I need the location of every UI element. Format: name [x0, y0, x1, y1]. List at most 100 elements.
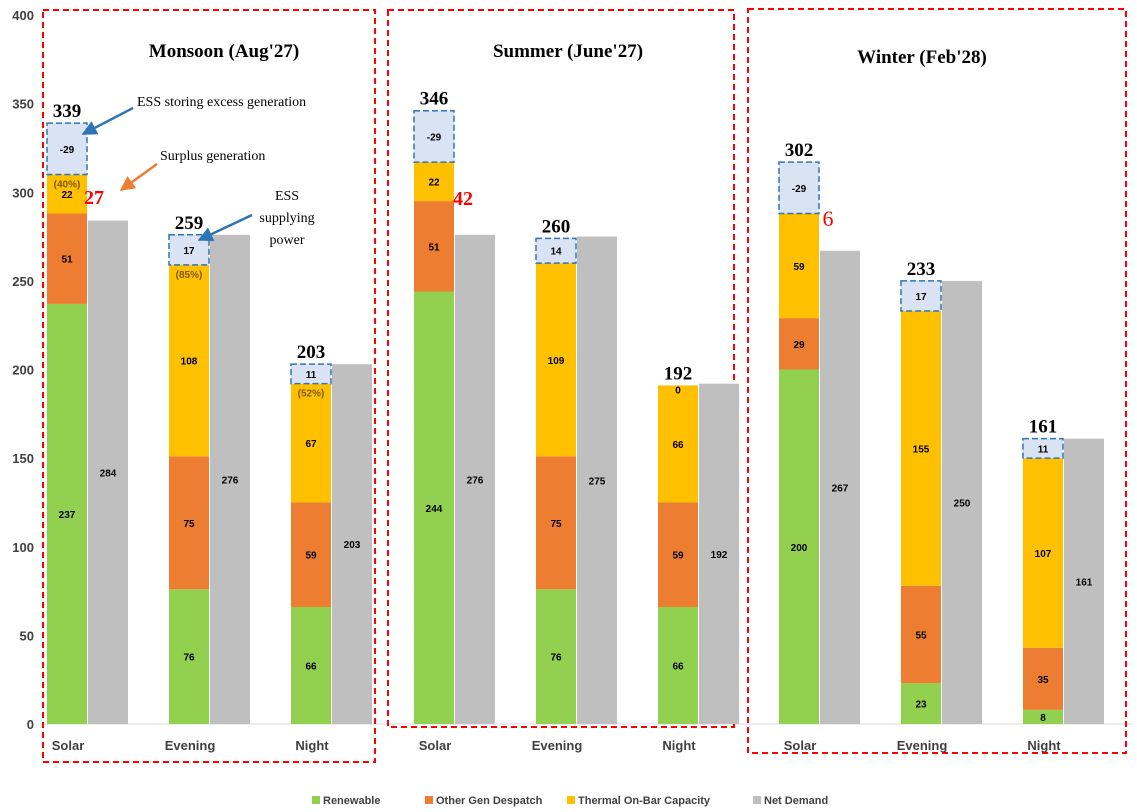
segment-value-label: 55 — [915, 630, 927, 641]
ess-value-label: 14 — [550, 247, 562, 258]
bar-segment-thermal — [47, 174, 87, 214]
bar-segment-other — [901, 585, 941, 684]
bar-segment-other — [291, 502, 331, 608]
y-tick-label: 350 — [12, 97, 34, 112]
demand-value-label: 267 — [832, 483, 849, 494]
annotation-ess-supplying: ESS — [275, 189, 299, 204]
legend-swatch-other — [425, 796, 433, 804]
stack-total-label: 339 — [53, 101, 82, 122]
segment-value-label: 8 — [1040, 713, 1046, 724]
bars — [46, 109, 1104, 725]
bar-net-demand — [210, 234, 250, 725]
legend-label: Renewable — [323, 795, 380, 807]
y-tick-label: 400 — [12, 8, 34, 23]
annotation-arrow-icon — [119, 162, 158, 192]
segment-value-label: 75 — [183, 519, 195, 530]
legend-label: Net Demand — [764, 795, 828, 807]
bar-segment-other — [47, 213, 87, 304]
panel-frame-1 — [42, 9, 376, 763]
bar-segment-renewable — [901, 683, 941, 724]
segment-value-label: 75 — [550, 519, 562, 530]
demand-value-label: 250 — [954, 498, 971, 509]
y-tick-label: 250 — [12, 274, 34, 289]
x-category-label: Night — [1027, 738, 1061, 753]
stack-total-label: 233 — [907, 259, 936, 280]
labels: Monsoon (Aug'27)2375122(40%)-29339284Sol… — [52, 41, 1093, 753]
bar-segment-thermal — [1023, 458, 1063, 648]
panel-frame-2 — [387, 9, 735, 728]
y-tick-label: 200 — [12, 363, 34, 378]
legend-swatch-thermal — [567, 796, 575, 804]
bar-net-demand — [699, 383, 739, 724]
bar-net-demand — [88, 220, 128, 725]
segment-value-label: 76 — [183, 653, 195, 664]
annotation-ess-supplying: supplying — [259, 211, 314, 226]
bar-segment-other — [169, 456, 209, 590]
bar-net-demand — [942, 280, 982, 724]
legend-swatch-demand — [753, 796, 761, 804]
x-category-label: Night — [295, 738, 329, 753]
thermal-utilisation-label: (52%) — [298, 389, 325, 400]
panel-frame-3 — [747, 8, 1127, 754]
y-tick-label: 0 — [27, 717, 34, 732]
segment-value-label: 200 — [791, 543, 808, 554]
bar-segment-other — [414, 201, 454, 292]
segment-value-label: 244 — [426, 504, 443, 515]
annotation-arrow-icon — [81, 106, 134, 136]
stack-total-label: 203 — [297, 342, 326, 363]
stack-total-label: 346 — [420, 89, 449, 110]
legend-label: Thermal On-Bar Capacity — [578, 795, 711, 807]
ess-value-label: -29 — [60, 145, 75, 156]
bar-segment-thermal — [536, 263, 576, 457]
legend-label: Other Gen Despatch — [436, 795, 543, 807]
bar-segment-thermal — [658, 385, 698, 503]
demand-value-label: 203 — [344, 540, 361, 551]
bar-segment-renewable — [1023, 709, 1063, 724]
ess-box — [535, 237, 577, 264]
bar-segment-renewable — [47, 303, 87, 724]
ess-value-label: 11 — [1038, 444, 1049, 455]
bar-segment-renewable — [291, 607, 331, 724]
annotations: ESS storing excess generation Surplus gen… — [81, 95, 315, 248]
x-category-label: Solar — [52, 738, 85, 753]
y-tick-label: 100 — [12, 540, 34, 555]
ess-value-label: 11 — [306, 370, 317, 381]
surplus-generation-value: 42 — [453, 188, 473, 210]
panel-title: Summer (June'27) — [493, 41, 643, 62]
bar-net-demand — [332, 364, 372, 724]
segment-value-label: 108 — [181, 357, 198, 368]
annotation-surplus: Surplus generation — [160, 149, 265, 164]
segment-value-label: 22 — [428, 178, 440, 189]
panel-frames — [42, 8, 1127, 763]
ess-box — [1022, 437, 1064, 459]
surplus-generation-value: 6 — [823, 206, 834, 231]
ess-box — [413, 109, 455, 163]
ess-value-label: -29 — [427, 132, 442, 143]
stack-total-label: 161 — [1029, 417, 1058, 438]
x-category-label: Night — [662, 738, 696, 753]
bar-segment-thermal — [414, 162, 454, 202]
bar-net-demand — [455, 234, 495, 725]
segment-value-label: 237 — [59, 510, 76, 521]
bar-net-demand — [820, 250, 860, 724]
bar-segment-thermal — [291, 383, 331, 503]
legend-swatch-renewable — [312, 796, 320, 804]
x-category-label: Solar — [419, 738, 452, 753]
bar-net-demand — [577, 236, 617, 724]
stack-total-label: 259 — [175, 213, 204, 234]
y-tick-label: 150 — [12, 451, 34, 466]
bar-segment-other — [1023, 647, 1063, 710]
x-category-label: Evening — [165, 738, 216, 753]
y-tick-label: 50 — [20, 628, 34, 643]
demand-value-label: 284 — [100, 468, 117, 479]
segment-value-label: 59 — [793, 262, 805, 273]
demand-value-label: 275 — [589, 476, 606, 487]
ess-value-label: 17 — [915, 292, 927, 303]
segment-value-label: 59 — [672, 551, 684, 562]
stack-total-label: 260 — [542, 216, 571, 237]
ess-value-label: -29 — [792, 184, 807, 195]
bar-segment-thermal — [779, 213, 819, 319]
legend: Renewable Other Gen Despatch Thermal On-Ba… — [312, 795, 828, 807]
demand-value-label: 192 — [711, 550, 728, 561]
bar-segment-renewable — [536, 589, 576, 724]
